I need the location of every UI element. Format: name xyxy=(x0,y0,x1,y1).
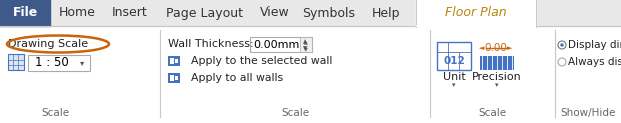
Bar xyxy=(175,76,178,80)
FancyBboxPatch shape xyxy=(28,55,90,71)
Text: Scale: Scale xyxy=(281,108,309,118)
Bar xyxy=(8,54,24,70)
Text: ▲: ▲ xyxy=(304,39,308,44)
Text: Page Layout: Page Layout xyxy=(166,7,242,20)
Text: Floor Plan: Floor Plan xyxy=(445,7,507,20)
Bar xyxy=(300,37,312,52)
Text: ◄: ◄ xyxy=(479,45,484,51)
Text: Show/Hide: Show/Hide xyxy=(560,108,615,118)
Bar xyxy=(0,0,621,26)
Bar xyxy=(0,0,50,26)
Bar xyxy=(168,73,180,83)
Text: View: View xyxy=(260,7,290,20)
FancyBboxPatch shape xyxy=(437,42,471,70)
Text: ▲: ▲ xyxy=(303,39,307,44)
Text: ►: ► xyxy=(507,45,513,51)
Text: ▼: ▼ xyxy=(303,46,307,52)
Bar xyxy=(170,58,174,64)
Bar xyxy=(168,56,180,66)
Text: ▾: ▾ xyxy=(80,59,84,68)
Text: Unit: Unit xyxy=(443,72,465,82)
Text: ▾: ▾ xyxy=(452,82,456,88)
Text: Apply to all walls: Apply to all walls xyxy=(184,73,283,83)
Text: Always display dimension: Always display dimension xyxy=(568,57,621,67)
Text: Scale: Scale xyxy=(41,108,69,118)
Bar xyxy=(170,75,174,81)
Text: 0.00mm: 0.00mm xyxy=(253,39,299,49)
Text: ▼: ▼ xyxy=(304,46,308,52)
Text: Help: Help xyxy=(372,7,401,20)
Bar xyxy=(480,56,514,70)
Ellipse shape xyxy=(560,43,564,47)
Text: 012: 012 xyxy=(443,56,465,66)
Text: File: File xyxy=(12,7,38,20)
Text: Wall Thickness:: Wall Thickness: xyxy=(168,39,253,49)
Bar xyxy=(416,0,536,27)
Text: Display dimension when selected.: Display dimension when selected. xyxy=(568,40,621,50)
Text: ▾: ▾ xyxy=(496,82,499,88)
FancyBboxPatch shape xyxy=(250,37,312,52)
Text: Insert: Insert xyxy=(112,7,148,20)
Text: Symbols: Symbols xyxy=(302,7,355,20)
Text: Apply to the selected wall: Apply to the selected wall xyxy=(184,56,332,66)
Bar xyxy=(175,59,178,63)
Bar xyxy=(0,26,621,123)
Text: Drawing Scale: Drawing Scale xyxy=(8,39,88,49)
Text: Scale: Scale xyxy=(478,108,506,118)
Text: Precision: Precision xyxy=(472,72,522,82)
Text: 1 : 50: 1 : 50 xyxy=(35,56,69,69)
Text: Home: Home xyxy=(58,7,96,20)
Text: 0.00: 0.00 xyxy=(484,43,507,53)
